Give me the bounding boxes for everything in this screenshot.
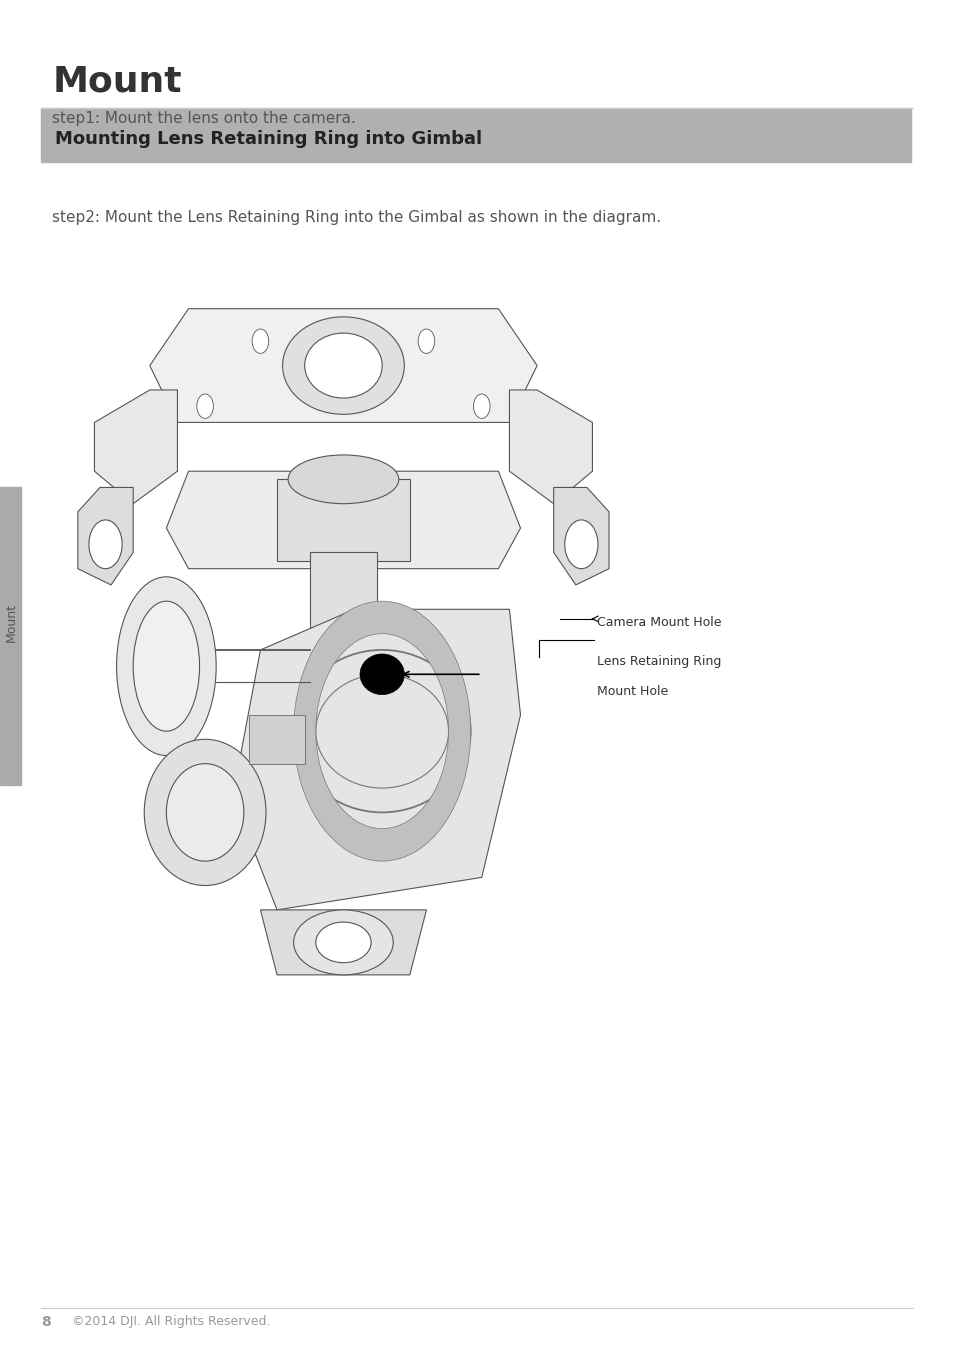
Ellipse shape <box>304 333 382 398</box>
Wedge shape <box>294 601 470 861</box>
Bar <box>276 479 410 561</box>
Bar <box>0 487 21 785</box>
Ellipse shape <box>315 922 371 963</box>
Circle shape <box>196 394 213 418</box>
Polygon shape <box>233 609 520 910</box>
Text: step1: Mount the lens onto the camera.: step1: Mount the lens onto the camera. <box>52 111 356 126</box>
Text: Lens Retaining Ring: Lens Retaining Ring <box>597 655 720 669</box>
Bar <box>249 715 304 764</box>
Circle shape <box>417 329 435 353</box>
Text: ©2014 DJI. All Rights Reserved.: ©2014 DJI. All Rights Reserved. <box>71 1315 270 1328</box>
Text: Mount: Mount <box>52 65 182 99</box>
Polygon shape <box>94 390 177 504</box>
Text: step2: Mount the Lens Retaining Ring into the Gimbal as shown in the diagram.: step2: Mount the Lens Retaining Ring int… <box>52 210 660 225</box>
Text: Mount: Mount <box>5 604 18 642</box>
Ellipse shape <box>282 317 404 414</box>
Ellipse shape <box>294 910 393 975</box>
Circle shape <box>252 329 269 353</box>
Polygon shape <box>553 487 608 585</box>
Text: Mounting Lens Retaining Ring into Gimbal: Mounting Lens Retaining Ring into Gimbal <box>55 130 482 149</box>
Polygon shape <box>150 309 537 422</box>
Ellipse shape <box>288 455 398 504</box>
Circle shape <box>473 394 490 418</box>
Ellipse shape <box>359 654 404 695</box>
Polygon shape <box>509 390 592 504</box>
Ellipse shape <box>133 601 199 731</box>
Text: Mount Hole: Mount Hole <box>597 685 668 699</box>
Polygon shape <box>166 471 520 569</box>
Text: 8: 8 <box>41 1315 51 1328</box>
Ellipse shape <box>166 764 244 861</box>
Ellipse shape <box>144 739 266 886</box>
Circle shape <box>564 520 598 569</box>
Text: Camera Mount Hole: Camera Mount Hole <box>597 616 721 630</box>
Bar <box>41 108 910 162</box>
Polygon shape <box>78 487 133 585</box>
Circle shape <box>89 520 122 569</box>
Ellipse shape <box>116 577 216 756</box>
Bar <box>310 552 376 715</box>
Polygon shape <box>260 910 426 975</box>
